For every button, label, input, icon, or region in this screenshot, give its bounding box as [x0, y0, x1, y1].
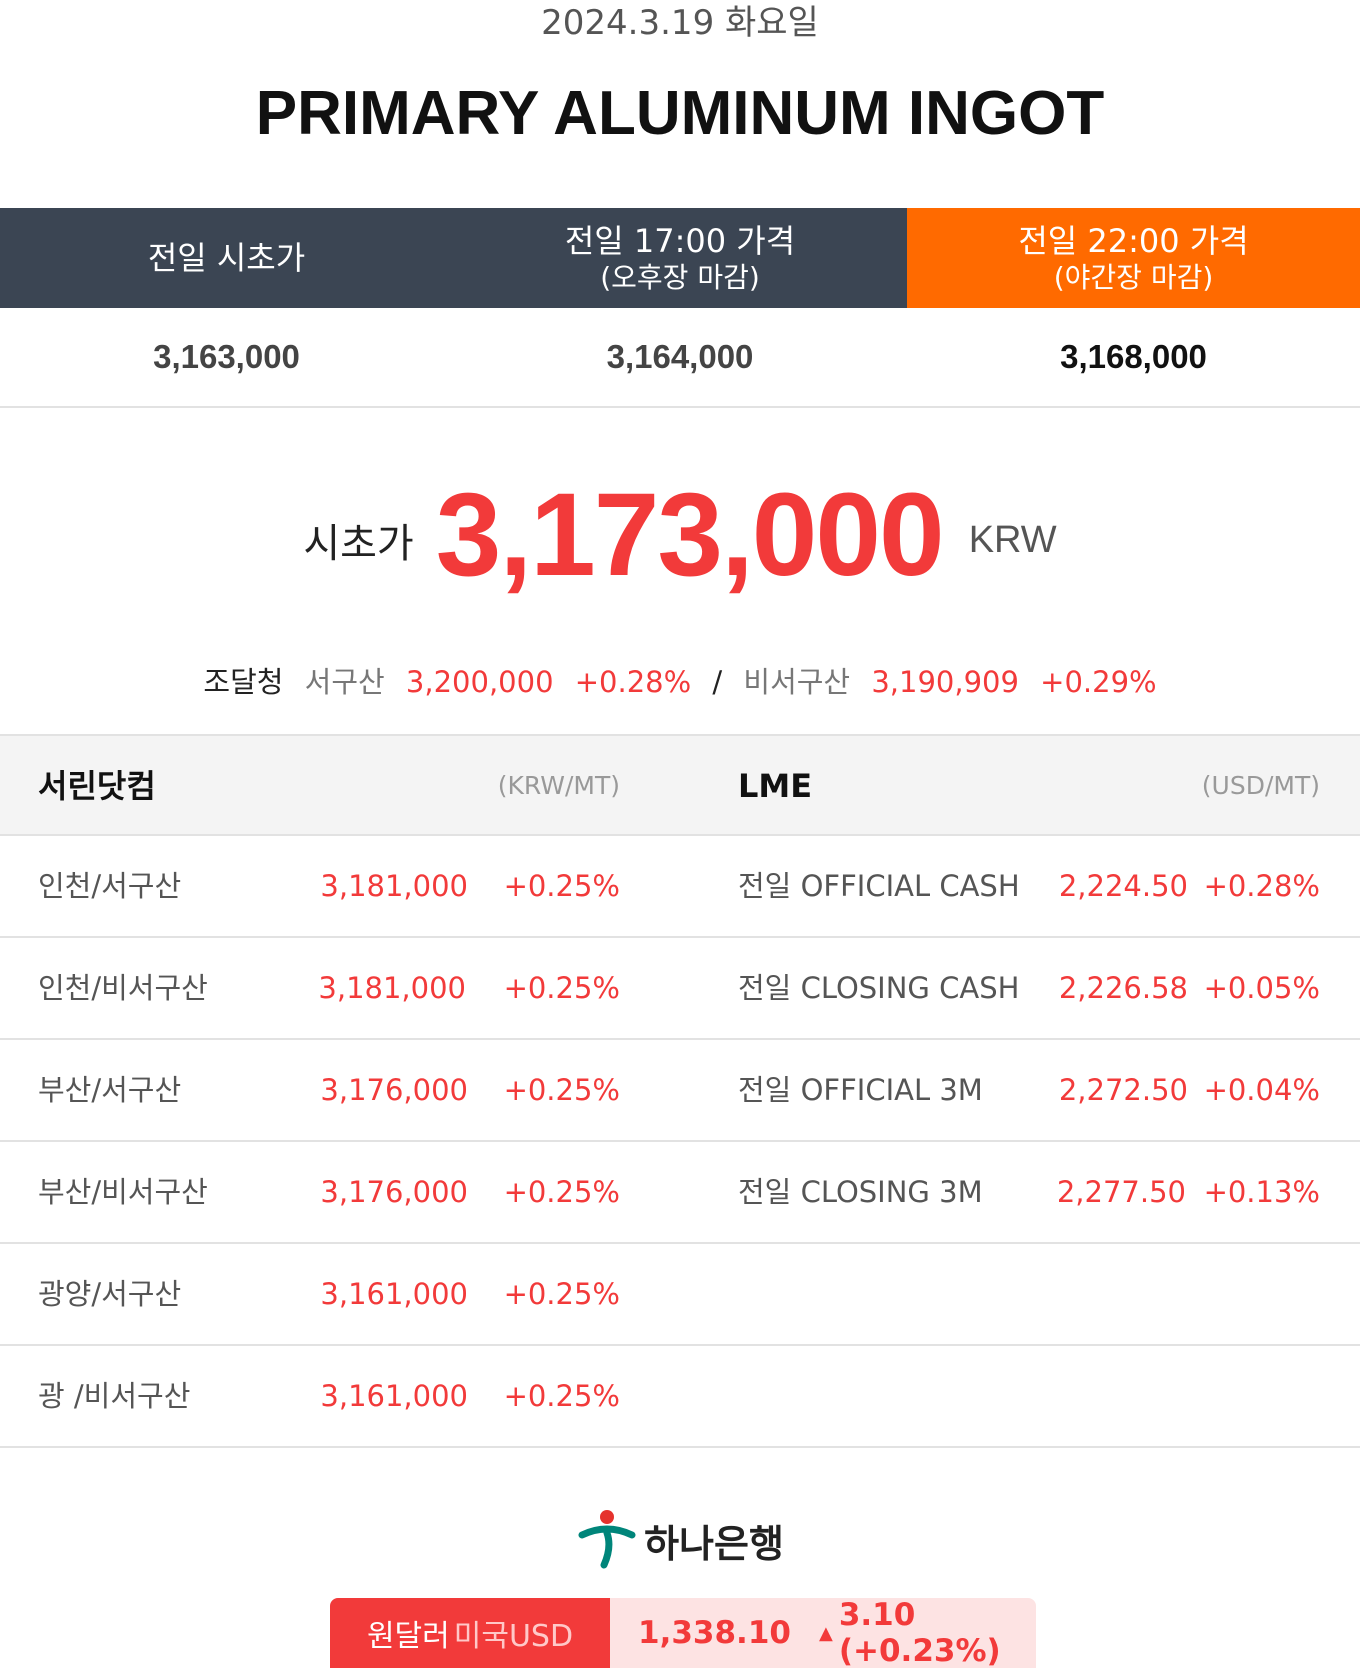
pps-price-line: 조달청 서구산 3,200,000 +0.28% / 비서구산 3,190,90… [0, 660, 1360, 704]
header-prev-open-label: 전일 시초가 [147, 239, 306, 277]
left-row-name: 광양/서구산 [38, 1277, 182, 1311]
left-row-price: 3,161,000 [320, 1277, 468, 1311]
right-row-price: 2,224.50 [1058, 869, 1188, 903]
date-label: 2024.3.19 화요일 [541, 3, 819, 43]
header-prev-1700: 전일 17:00 가격 (오후장 마감) [453, 208, 907, 308]
table-row: 부산/비서구산 3,176,000 +0.25% 전일 CLOSING 3M 2… [0, 1142, 1360, 1244]
header-prev-2200: 전일 22:00 가격 (야간장 마감) [907, 208, 1360, 308]
bank-brand: 하나은행 [0, 1510, 1360, 1570]
fx-value-box: 1,338.10 ▲ 3.10 (+0.23%) [610, 1598, 1036, 1668]
left-row-change: +0.25% [503, 1277, 620, 1311]
table-row: 광 /비서구산 3,161,000 +0.25% [0, 1346, 1360, 1448]
pps-western-label: 서구산 [304, 665, 385, 699]
right-row-price: 2,226.58 [1058, 971, 1188, 1005]
header-prev-1700-label: 전일 17:00 가격 [564, 222, 796, 260]
left-row-name: 부산/서구산 [38, 1073, 182, 1107]
left-table-title: 서린닷컴 [38, 767, 156, 805]
page-title: PRIMARY ALUMINUM INGOT [255, 79, 1105, 148]
left-row-price: 3,176,000 [320, 1073, 468, 1107]
prev-prices-row: 3,163,000 3,164,000 3,168,000 [0, 308, 1360, 408]
pps-nonwestern-label: 비서구산 [743, 665, 851, 699]
fx-rate-box: 원달러 미국USD 1,338.10 ▲ 3.10 (+0.23%) [330, 1598, 1036, 1668]
header-prev-1700-sub: (오후장 마감) [600, 261, 760, 294]
left-row-change: +0.25% [503, 1379, 620, 1413]
table-row: 인천/서구산 3,181,000 +0.25% 전일 OFFICIAL CASH… [0, 836, 1360, 938]
table-row: 부산/서구산 3,176,000 +0.25% 전일 OFFICIAL 3M 2… [0, 1040, 1360, 1142]
pps-separator: / [712, 665, 723, 699]
prev-1700-price: 3,164,000 [606, 338, 754, 375]
table-header: 서린닷컴 (KRW/MT) LME (USD/MT) [0, 734, 1360, 836]
right-row-change: +0.05% [1203, 971, 1320, 1005]
prev-open-price: 3,163,000 [153, 338, 300, 375]
left-row-name: 인천/비서구산 [38, 971, 208, 1005]
pps-nonwestern-price: 3,190,909 [871, 665, 1019, 699]
header-prev-2200-sub: (야간장 마감) [1053, 261, 1214, 294]
prev-2200-price: 3,168,000 [1060, 338, 1207, 375]
left-row-change: +0.25% [503, 1175, 620, 1209]
pps-label: 조달청 [203, 665, 284, 699]
right-row-name: 전일 OFFICIAL 3M [738, 1073, 983, 1107]
opening-price-value: 3,173,000 [435, 469, 945, 601]
right-row-change: +0.04% [1203, 1073, 1320, 1107]
pps-nonwestern-change: +0.29% [1040, 665, 1157, 699]
table-row: 광양/서구산 3,161,000 +0.25% [0, 1244, 1360, 1346]
opening-price-label: 시초가 [303, 521, 414, 567]
header-prev-2200-label: 전일 22:00 가격 [1018, 222, 1249, 260]
bank-name: 하나은행 [644, 1521, 784, 1566]
left-row-name: 인천/서구산 [38, 869, 182, 903]
pps-western-change: +0.28% [574, 665, 692, 699]
fx-currency: 미국USD [453, 1619, 574, 1654]
opening-price-unit: KRW [968, 518, 1057, 561]
left-row-price: 3,161,000 [320, 1379, 468, 1413]
pps-western-price: 3,200,000 [405, 665, 554, 699]
arrow-up-icon: ▲ [818, 1622, 833, 1644]
fx-label: 원달러 [366, 1619, 450, 1654]
left-row-change: +0.25% [503, 869, 620, 903]
fx-rate: 1,338.10 [638, 1615, 791, 1651]
right-row-name: 전일 CLOSING CASH [738, 971, 1020, 1005]
left-table-unit: (KRW/MT) [497, 771, 620, 800]
price-header-bar: 전일 시초가 전일 17:00 가격 (오후장 마감) 전일 22:00 가격 … [0, 208, 1360, 308]
right-row-name: 전일 CLOSING 3M [738, 1175, 983, 1209]
fx-label-box: 원달러 미국USD [330, 1598, 610, 1668]
left-row-price: 3,181,000 [318, 971, 466, 1005]
right-row-change: +0.13% [1203, 1175, 1320, 1209]
right-row-price: 2,277.50 [1056, 1175, 1186, 1209]
fx-change: 3.10 (+0.23%) [838, 1598, 1001, 1668]
left-row-change: +0.25% [503, 1073, 620, 1107]
right-row-name: 전일 OFFICIAL CASH [738, 869, 1020, 903]
right-table-unit: (USD/MT) [1201, 771, 1320, 800]
left-row-price: 3,181,000 [320, 869, 468, 903]
table-row: 인천/비서구산 3,181,000 +0.25% 전일 CLOSING CASH… [0, 938, 1360, 1040]
right-row-change: +0.28% [1203, 869, 1320, 903]
header-prev-open: 전일 시초가 [0, 208, 453, 308]
hana-bank-logo-icon [576, 1507, 644, 1573]
opening-price-block: 시초가 3,173,000 KRW [0, 469, 1360, 601]
left-row-price: 3,176,000 [320, 1175, 468, 1209]
left-row-name: 광 /비서구산 [38, 1379, 191, 1413]
right-table-title: LME [738, 767, 813, 805]
left-row-name: 부산/비서구산 [38, 1175, 208, 1209]
right-row-price: 2,272.50 [1058, 1073, 1188, 1107]
left-row-change: +0.25% [503, 971, 620, 1005]
